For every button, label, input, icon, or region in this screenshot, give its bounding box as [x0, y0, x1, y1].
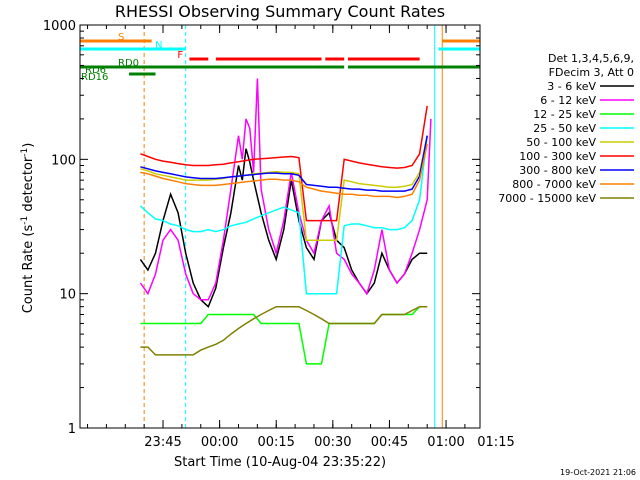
legend-label-0: 3 - 6 keV: [547, 80, 596, 93]
legend-label-3: 25 - 50 keV: [533, 122, 596, 135]
x-tick-label-0: 23:45: [144, 435, 181, 450]
legend-label-5: 100 - 300 keV: [519, 150, 596, 163]
series-line-5: [140, 105, 428, 222]
series-lines: [139, 78, 432, 365]
legend-header-1: FDecim 3, Att 0: [549, 66, 634, 79]
y-axis-label-main: Count Rate (s: [21, 225, 36, 314]
legend-label-6: 300 - 800 keV: [519, 164, 596, 177]
y-axis-label: Count Rate (s-1 detector-1): [20, 143, 36, 314]
series-line-6: [140, 135, 428, 192]
legend: Det 1,3,4,5,6,9,FDecim 3, Att 03 - 6 keV…: [498, 52, 634, 205]
x-tick-label-4: 00:45: [371, 435, 408, 450]
series-line-1: [139, 78, 432, 301]
plot-frame: [79, 24, 481, 429]
annotation-label-RD0: RD0: [118, 58, 139, 69]
y-axis-label-mid: detector: [21, 156, 36, 216]
annotation-label-RD16: RD16: [81, 72, 108, 83]
y-axis-label-end: ): [21, 143, 36, 148]
legend-label-7: 800 - 7000 keV: [512, 178, 596, 191]
series-line-3: [139, 135, 428, 295]
legend-header-0: Det 1,3,4,5,6,9,: [548, 52, 634, 65]
footer-date: 19-Oct-2021 21:06: [560, 468, 636, 477]
legend-label-2: 12 - 25 keV: [533, 108, 596, 121]
annotation-label-RD6: RD6: [85, 65, 106, 76]
x-tick-label-1: 00:00: [201, 435, 238, 450]
series-line-7: [140, 143, 428, 199]
y-tick-label-0: 1: [68, 422, 76, 437]
x-axis-label: Start Time (10-Aug-04 23:35:22): [174, 455, 386, 470]
series-line-8: [140, 305, 428, 356]
y-tick-label-1: 10: [59, 288, 76, 303]
series-line-0: [139, 148, 428, 308]
axes: 1 10 100 1000 23:45 00:00 00:15 00:30 00:45 01:00…: [43, 19, 515, 450]
legend-label-1: 6 - 12 keV: [540, 94, 596, 107]
x-tick-label-6: 01:15: [477, 435, 514, 450]
annotation-label-F: F: [177, 50, 183, 61]
y-axis-label-sup-1: -1: [20, 216, 30, 225]
y-tick-label-3: 1000: [43, 19, 76, 34]
x-tick-label-5: 01:00: [427, 435, 464, 450]
y-axis-label-sup-2: -1: [20, 148, 30, 157]
x-tick-label-3: 00:30: [314, 435, 351, 450]
chart-title: RHESSI Observing Summary Count Rates: [115, 2, 445, 21]
legend-label-4: 50 - 100 keV: [526, 136, 596, 149]
annotation-label-N: N: [155, 40, 162, 51]
legend-label-8: 7000 - 15000 keV: [498, 192, 596, 205]
x-tick-label-2: 00:15: [257, 435, 294, 450]
series-line-4: [140, 135, 428, 241]
annotation-label-S: S: [118, 32, 124, 43]
y-tick-label-2: 100: [51, 153, 76, 168]
